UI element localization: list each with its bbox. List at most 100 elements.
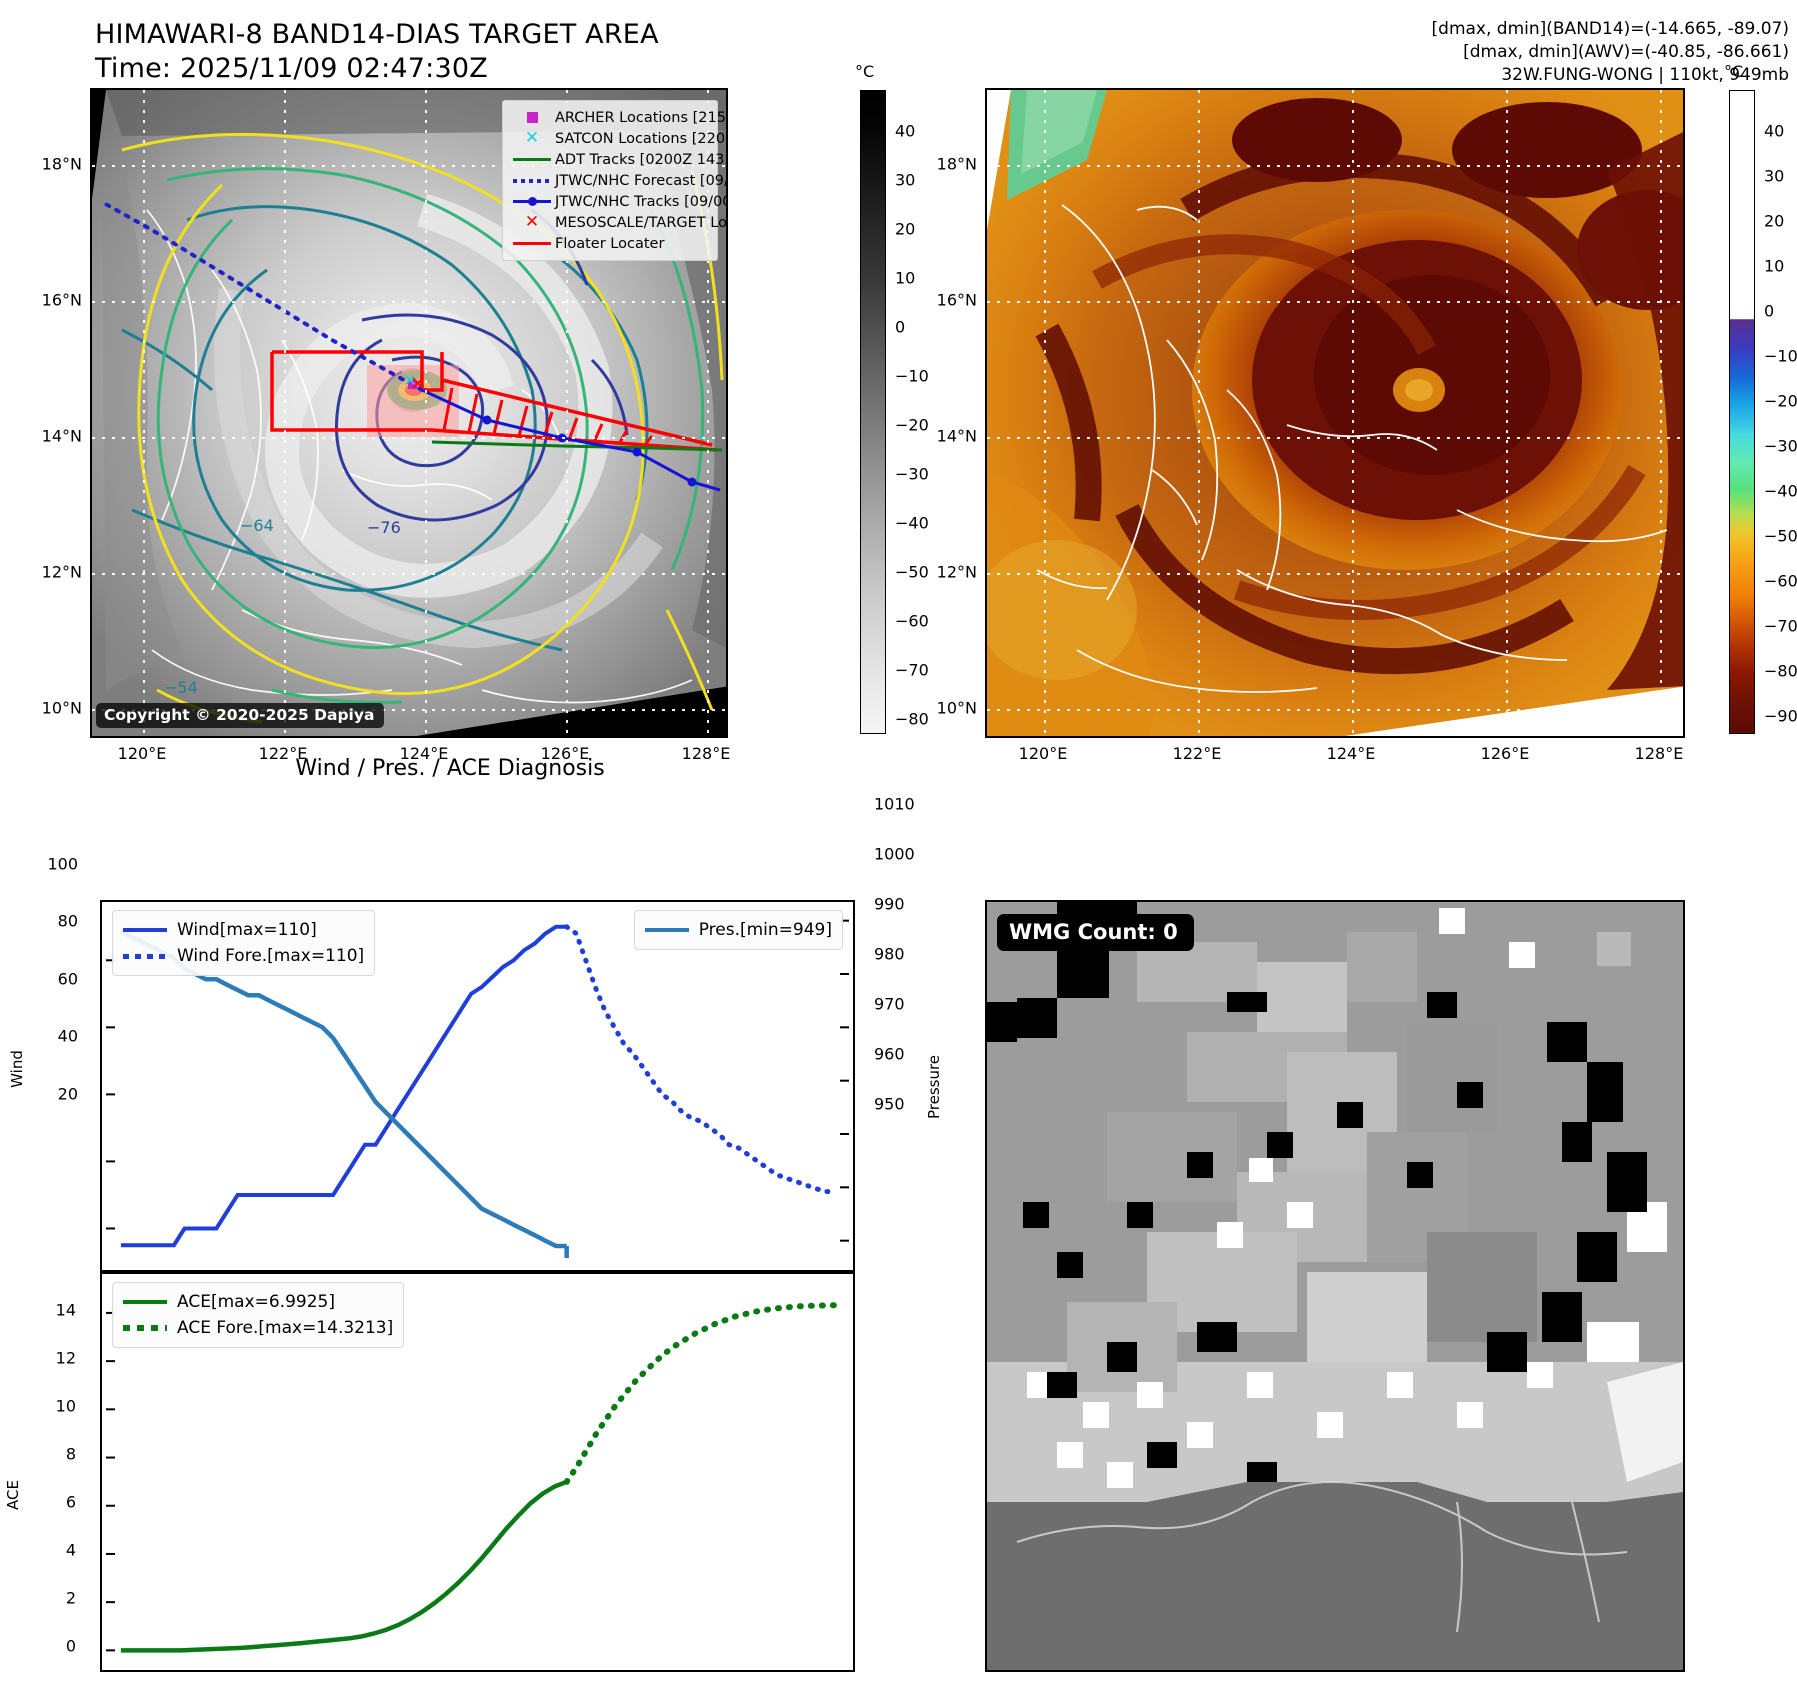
awv-xtick-3: 126°E <box>1480 744 1530 763</box>
awv-xtick-2: 124°E <box>1326 744 1376 763</box>
awv-cbtick-11: −70 <box>1764 616 1797 636</box>
legend-label: JTWC/NHC Forecast [09/0000Z] <box>555 172 726 189</box>
wind-ytick-1: 40 <box>57 1026 78 1046</box>
awv-ytick-3: 12°N <box>936 562 977 582</box>
ace-ytick-5: 10 <box>55 1396 76 1416</box>
title-primary: HIMAWARI-8 BAND14-DIAS TARGET AREA <box>95 19 659 50</box>
red-solid-line-icon <box>509 242 555 245</box>
teal-solid-line-icon <box>644 928 699 932</box>
awv-xtick-0: 120°E <box>1018 744 1068 763</box>
band14-ytick-2: 14°N <box>41 426 82 446</box>
awv-ytick-0: 18°N <box>936 154 977 174</box>
awv-ytick-2: 14°N <box>936 426 977 446</box>
awv-cbtick-8: −40 <box>1764 481 1797 501</box>
awv-xtick-1: 122°E <box>1172 744 1222 763</box>
page-title: HIMAWARI-8 BAND14-DIAS TARGET AREA Time:… <box>95 18 895 86</box>
awv-cbtick-0: 40 <box>1764 121 1785 141</box>
awv-imagery <box>987 90 1683 736</box>
awv-colorbar-title: °C <box>1724 62 1744 81</box>
cyan-x-marker-icon: ✕ <box>524 128 540 148</box>
legend-item-wind: Wind[max=110] <box>123 917 364 943</box>
copyright-notice: Copyright © 2020-2025 Dapiya <box>96 703 385 728</box>
pressure-ytick-2: 970 <box>874 994 905 1014</box>
awv-cbtick-2: 20 <box>1764 211 1785 231</box>
legend-label: Floater Locater <box>555 235 665 252</box>
wmg-panel[interactable]: WMG Count: 0 <box>985 900 1685 1672</box>
band14-cbtick-8: −40 <box>895 513 929 533</box>
legend-item-jtwc-forecast: JTWC/NHC Forecast [09/0000Z] <box>509 170 726 191</box>
band14-ytick-0: 18°N <box>41 154 82 174</box>
readout-storm-summary: 32W.FUNG-WONG | 110kt, 949mb <box>1501 65 1789 85</box>
ace-legend: ACE[max=6.9925] ACE Fore.[max=14.3213] <box>112 1282 405 1348</box>
awv-cbtick-3: 10 <box>1764 256 1785 276</box>
ace-ytick-4: 8 <box>65 1444 76 1464</box>
blue-dotted-line-icon <box>123 953 177 959</box>
wmg-count-badge: WMG Count: 0 <box>997 914 1194 951</box>
diagnosis-section-title: Wind / Pres. / ACE Diagnosis <box>295 756 605 781</box>
awv-cbtick-7: −30 <box>1764 436 1797 456</box>
wind-ytick-0: 20 <box>57 1084 78 1104</box>
wind-ytick-4: 100 <box>47 854 78 874</box>
title-timestamp: Time: 2025/11/09 02:47:30Z <box>95 53 488 84</box>
legend-label: ARCHER Locations [2158Z] <box>555 109 726 126</box>
ace-ytick-7: 14 <box>55 1300 76 1320</box>
wind-ytick-2: 60 <box>57 969 78 989</box>
band14-xtick-2: 124°E <box>399 744 449 763</box>
band14-cbtick-11: −70 <box>895 660 929 680</box>
blue-dotted-line-icon <box>509 178 555 183</box>
pressure-ytick-5: 1000 <box>874 844 915 864</box>
band14-colorbar <box>860 90 886 734</box>
band14-satellite-panel[interactable]: ✕ ✕ −64 −76 −54 <box>90 88 728 738</box>
wind-pressure-chart[interactable]: Wind[max=110] Wind Fore.[max=110] Pres.[… <box>100 900 855 1272</box>
band14-cbtick-6: −20 <box>895 415 929 435</box>
ace-ytick-2: 4 <box>65 1540 76 1560</box>
band14-xtick-3: 126°E <box>540 744 590 763</box>
legend-label: ADT Tracks [0200Z 143.0 909.8] <box>555 151 726 168</box>
ace-chart[interactable]: ACE[max=6.9925] ACE Fore.[max=14.3213] <box>100 1272 855 1672</box>
wind-ytick-3: 80 <box>57 911 78 931</box>
legend-item-archer: ARCHER Locations [2158Z] <box>509 107 726 128</box>
header-readouts: [dmax, dmin](BAND14)=(-14.665, -89.07) [… <box>1089 18 1789 87</box>
band14-cbtick-7: −30 <box>895 464 929 484</box>
awv-cbtick-1: 30 <box>1764 166 1785 186</box>
pressure-ytick-6: 1010 <box>874 794 915 814</box>
legend-item-jtwc-tracks: JTWC/NHC Tracks [09/0000Z] <box>509 191 726 212</box>
legend-item-floater-locater: Floater Locater <box>509 233 710 254</box>
band14-legend: ARCHER Locations [2158Z] ✕ SATCON Locati… <box>502 100 726 261</box>
awv-xtick-4: 128°E <box>1634 744 1684 763</box>
green-dotted-line-icon <box>123 1325 177 1331</box>
band14-cbtick-12: −80 <box>895 709 929 729</box>
band14-xtick-0: 120°E <box>117 744 167 763</box>
band14-ytick-1: 16°N <box>41 290 82 310</box>
awv-cbtick-10: −60 <box>1764 571 1797 591</box>
legend-item-ace: ACE[max=6.9925] <box>123 1289 393 1315</box>
awv-cbtick-5: −10 <box>1764 346 1797 366</box>
contour-label: −76 <box>367 518 401 537</box>
contour-label: −64 <box>240 516 274 535</box>
blue-solid-line-icon <box>123 928 177 932</box>
band14-cbtick-1: 30 <box>895 170 916 190</box>
legend-item-satcon: ✕ SATCON Locations [2200Z 69 982] <box>509 128 726 149</box>
blue-line-with-dot-icon <box>509 197 555 206</box>
contour-label: −54 <box>164 678 198 697</box>
band14-cbtick-5: −10 <box>895 366 929 386</box>
ace-axis-label: ACE <box>3 1480 22 1510</box>
ace-plot-area <box>106 1302 838 1653</box>
wind-axis-label: Wind <box>7 1050 26 1088</box>
green-solid-line-icon <box>123 1300 177 1304</box>
pressure-ytick-1: 960 <box>874 1044 905 1064</box>
awv-satellite-panel[interactable] <box>985 88 1685 738</box>
band14-xtick-4: 128°E <box>681 744 731 763</box>
ace-ytick-6: 12 <box>55 1348 76 1368</box>
legend-label: JTWC/NHC Tracks [09/0000Z] <box>555 193 726 210</box>
awv-cbtick-6: −20 <box>1764 391 1797 411</box>
band14-colorbar-title: °C <box>855 62 875 81</box>
awv-colorbar <box>1729 90 1755 734</box>
pressure-ytick-3: 980 <box>874 944 905 964</box>
awv-cbtick-4: 0 <box>1764 301 1775 321</box>
awv-cbtick-13: −90 <box>1764 706 1797 726</box>
legend-label: Wind Fore.[max=110] <box>177 946 365 966</box>
band14-cbtick-3: 10 <box>895 268 916 288</box>
band14-cbtick-0: 40 <box>895 121 916 141</box>
awv-cbtick-9: −50 <box>1764 526 1797 546</box>
